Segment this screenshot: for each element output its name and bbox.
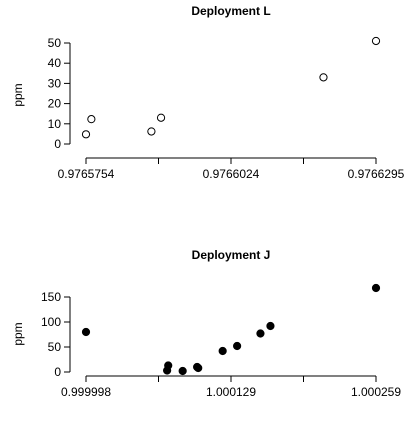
data-point [164,361,173,370]
data-point [256,329,265,338]
data-point [233,341,242,351]
x-ticks: 0.999998 1.000129 1.000259 [61,376,401,399]
data-point [319,73,328,82]
y-tick-label: 100 [41,315,61,329]
data-point [218,346,227,356]
data-point [371,283,381,293]
y-axis-title: ppm [11,322,25,345]
y-ticks: 0 50 100 150 [41,290,70,379]
y-tick-label: 10 [48,117,62,131]
data-point [266,321,275,331]
y-tick-label: 20 [48,97,62,111]
x-ticks: 0.9765754 0.9766024 0.9766295 [58,158,405,181]
panel-deployment-j: Deployment J ppm 0 50 100 150 0.999998 1.000… [11,248,401,399]
x-tick-label: 0.9766295 [348,167,405,181]
x-tick-label: 0.9765754 [58,167,115,181]
y-ticks: 0 10 20 30 40 50 [48,36,70,151]
y-tick-label: 50 [48,340,62,354]
data-point [81,130,91,139]
data-points [81,283,381,376]
data-point [371,36,381,46]
x-tick-label: 0.9766024 [203,167,260,181]
data-point [178,366,187,376]
data-point [81,327,91,337]
data-point [147,127,156,136]
chart-title: Deployment L [191,4,270,18]
x-tick-label: 0.999998 [61,385,111,399]
y-axis-title: ppm [11,83,25,106]
x-tick-label: 1.000129 [206,385,256,399]
data-point [87,115,96,124]
y-tick-label: 30 [48,76,62,90]
y-tick-label: 150 [41,290,61,304]
data-point [156,113,166,122]
y-tick-label: 40 [48,56,62,70]
data-point [194,363,203,373]
y-tick-label: 0 [54,137,61,151]
chart-title: Deployment J [192,248,271,262]
y-tick-label: 0 [54,365,61,379]
y-tick-label: 50 [48,36,62,50]
x-tick-label: 1.000259 [351,385,401,399]
data-points [81,36,381,139]
